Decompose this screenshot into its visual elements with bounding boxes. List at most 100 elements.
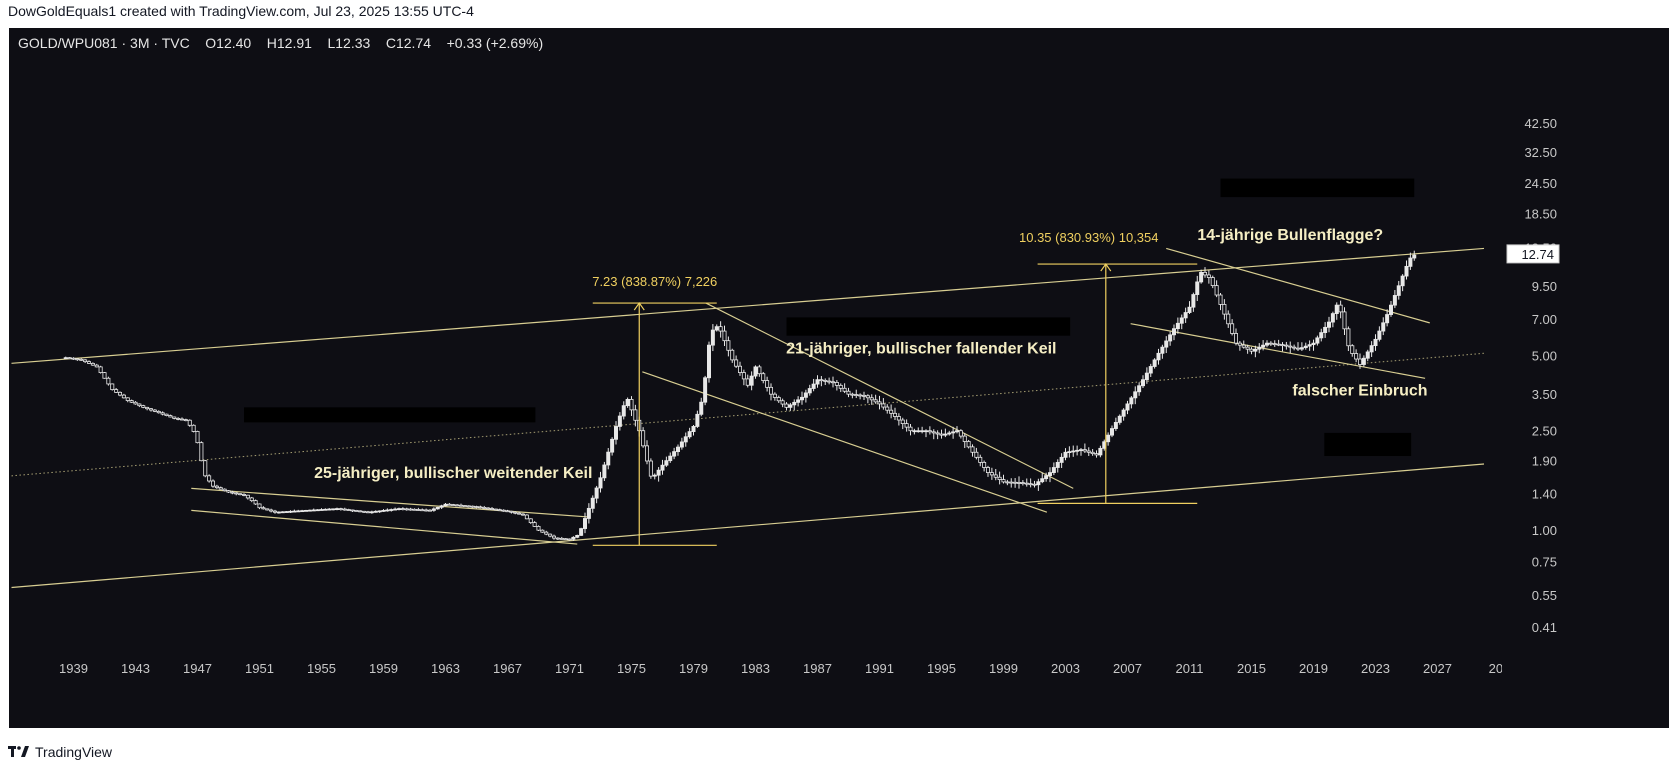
candle-body [509, 510, 514, 513]
candle-body [858, 394, 863, 397]
candle-body [780, 400, 785, 405]
candle-body [966, 441, 971, 448]
candle-body [462, 505, 467, 507]
candle-body [478, 506, 483, 509]
candle-body [1404, 265, 1409, 277]
candle-body [439, 505, 444, 508]
candle-body [1044, 475, 1049, 480]
candle-body [513, 511, 518, 514]
y-axis: 42.5032.5024.5018.5013.509.507.005.003.5… [1502, 28, 1669, 728]
candle-body [548, 533, 553, 537]
footer-brand-text: TradingView [35, 744, 113, 760]
candle-body [241, 494, 246, 496]
candle-body [660, 464, 665, 471]
candle-body [110, 383, 115, 391]
candles-layer [63, 250, 1417, 541]
candle-body [408, 508, 413, 511]
legend-sep-2: · [153, 35, 162, 51]
x-tick-label: 1983 [741, 661, 770, 676]
legend-gap-3 [316, 35, 324, 51]
x-tick-label: 2015 [1237, 661, 1266, 676]
candle-body [1214, 285, 1219, 296]
candle-body [982, 462, 987, 468]
measure-label: 7.23 (838.87%) 7,226 [592, 274, 717, 289]
candle-body [885, 406, 890, 411]
candle-body [261, 507, 266, 510]
price-chart[interactable]: 7.23 (838.87%) 7,226 10.35 (830.93%) 10,3… [9, 28, 1669, 728]
candle-body [482, 506, 487, 509]
candle-body [741, 372, 746, 380]
candle-body [823, 379, 828, 382]
x-tick-label: 1967 [493, 661, 522, 676]
candle-body [614, 426, 619, 440]
candle-body [707, 344, 712, 379]
candle-body [191, 424, 196, 432]
candle-body [792, 401, 797, 406]
y-axis-band [1502, 28, 1669, 728]
candle-body [625, 399, 630, 407]
candle-body [400, 508, 405, 511]
candle-body [1152, 359, 1157, 367]
x-tick-label: 1979 [679, 661, 708, 676]
candle-body [962, 435, 967, 442]
candle-body [1230, 323, 1235, 334]
candle-body [1245, 346, 1250, 350]
trendline [191, 487, 589, 518]
candle-body [1005, 481, 1010, 484]
candle-body [1292, 346, 1297, 349]
candle-body [164, 413, 169, 416]
candle-body [521, 513, 526, 516]
candle-body [800, 396, 805, 401]
candle-body [358, 510, 363, 513]
candle-body [1094, 453, 1099, 456]
legend-interval[interactable]: 3M [130, 35, 150, 51]
candle-body [889, 409, 894, 414]
candle-body [1218, 294, 1223, 305]
candle-body [1195, 281, 1200, 295]
candle-body [501, 509, 506, 512]
candle-body [850, 393, 855, 396]
candle-body [183, 419, 188, 422]
candle-body [970, 446, 975, 453]
footer-brand[interactable]: TradingView [8, 742, 112, 762]
candle-body [1342, 311, 1347, 330]
candle-body [641, 430, 646, 447]
x-tick-label: 2003 [1051, 661, 1080, 676]
trendlines-layer [11, 247, 1485, 589]
candle-body [703, 377, 708, 403]
redaction-layer [244, 178, 1415, 457]
candle-body [586, 507, 591, 519]
candle-body [141, 405, 146, 408]
candle-body [757, 366, 762, 375]
candle-body [1017, 482, 1022, 484]
candle-body [412, 508, 417, 511]
candle-body [912, 430, 917, 433]
candle-body [769, 386, 774, 395]
candle-body [1358, 358, 1363, 365]
legend-gap-4 [374, 35, 382, 51]
candle-body [210, 480, 215, 487]
y-tick-label: 0.41 [1532, 620, 1557, 635]
candle-body [1009, 481, 1014, 484]
candle-body [489, 508, 494, 510]
candle-body [838, 384, 843, 389]
candle-body [94, 364, 99, 368]
candle-body [71, 357, 76, 360]
y-tick-label: 24.50 [1524, 176, 1557, 191]
candle-body [683, 436, 688, 443]
candle-body [148, 408, 153, 411]
candle-body [1350, 345, 1355, 354]
candle-body [1144, 372, 1149, 381]
candle-body [691, 426, 696, 433]
last-price-label: 12.74 [1521, 247, 1554, 262]
candle-body [129, 400, 134, 403]
candle-body [1098, 447, 1103, 456]
candle-body [1148, 366, 1153, 374]
candle-body [831, 381, 836, 384]
candle-body [784, 403, 789, 408]
x-tick-label: 1959 [369, 661, 398, 676]
candle-body [1160, 346, 1165, 354]
chart-panel[interactable]: 7.23 (838.87%) 7,226 10.35 (830.93%) 10,3… [9, 28, 1669, 728]
legend-symbol[interactable]: GOLD/WPU081 [18, 35, 118, 51]
candle-body [1365, 351, 1370, 359]
